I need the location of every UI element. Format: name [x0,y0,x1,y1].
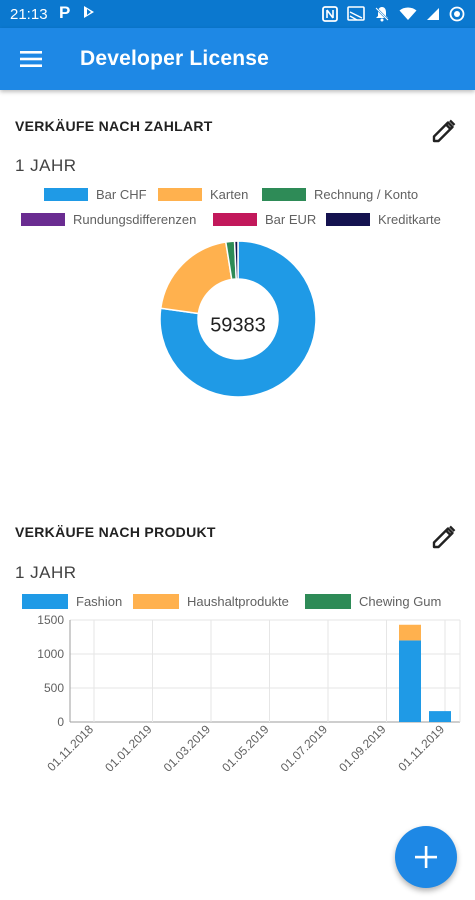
menu-button[interactable] [0,28,62,90]
legend-swatch [133,594,179,609]
sales-by-payment-card: VERKÄUFE NACH ZAHLART 1 JAHR Bar CHF Kar… [0,90,475,510]
x-tick-label: 01.01.2019 [102,722,155,775]
x-tick-label: 01.07.2019 [278,722,331,775]
legend-swatch [22,594,68,609]
y-tick-label: 1500 [37,613,64,627]
y-tick-label: 0 [57,715,64,729]
nfc-icon [322,6,338,22]
donut-center-total: 59383 [210,314,266,336]
legend-swatch [158,188,202,201]
legend-rechnung[interactable]: Rechnung / Konto [262,187,418,202]
donut-slice-kreditkarte[interactable] [233,240,239,280]
add-fab-button[interactable] [395,826,457,888]
legend-fashion[interactable]: Fashion [22,594,122,609]
legend-chewing-gum[interactable]: Chewing Gum [305,594,441,609]
x-tick-label: 01.05.2019 [219,722,272,775]
edit-pencil-icon [432,119,456,143]
signal-icon [426,7,440,21]
donut-slice-karten[interactable] [159,241,233,315]
parking-icon: P [58,3,72,24]
edit-pencil-icon [432,525,456,549]
status-time: 21:13 [10,5,48,23]
app-bar: Developer License [0,28,475,90]
donut-chart: 59383 [159,240,317,398]
legend-label: Fashion [76,594,123,609]
legend-swatch [326,213,370,226]
legend-rundungsdifferenzen[interactable]: Rundungsdifferenzen [21,212,196,227]
legend-swatch [262,188,306,201]
x-tick-label: 01.11.2019 [395,722,447,774]
y-tick-label: 500 [44,681,64,695]
legend-karten[interactable]: Karten [158,187,248,202]
app-icon [82,4,96,24]
x-tick-label: 01.03.2019 [161,722,214,775]
legend-label: Rechnung / Konto [314,187,419,202]
legend-label: Haushaltprodukte [187,594,289,609]
legend-label: Kreditkarte [378,212,441,227]
bar-fashion[interactable] [429,711,451,722]
sales-by-product-card: VERKÄUFE NACH PRODUKT 1 JAHR Fashion Hau… [0,510,475,900]
legend-bar-eur[interactable]: Bar EUR [213,212,316,227]
period-label: 1 JAHR [15,156,77,175]
x-tick-label: 01.09.2019 [336,722,389,775]
legend-label: Karten [210,187,249,202]
menu-icon [20,51,42,67]
legend-swatch [44,188,88,201]
cast-icon [347,6,365,22]
svg-text:P: P [59,4,70,20]
card-title: VERKÄUFE NACH ZAHLART [15,118,213,134]
legend-swatch [21,213,65,226]
legend-swatch [305,594,351,609]
bar-haushalt[interactable] [399,624,421,641]
app-title: Developer License [80,47,269,70]
y-tick-label: 1000 [37,647,64,661]
legend-haushaltprodukte[interactable]: Haushaltprodukte [133,594,289,609]
legend-label: Rundungsdifferenzen [73,212,197,227]
plus-icon [415,846,437,868]
bar-chart: 0 500 1000 1500 01.11.2018 01.01.2019 01.03.2… [37,613,461,775]
legend-kreditkarte[interactable]: Kreditkarte [326,212,441,227]
legend-swatch [213,213,257,226]
legend-label: Bar EUR [265,212,317,227]
wifi-icon [399,7,417,21]
legend-label: Bar CHF [96,187,147,202]
card-title: VERKÄUFE NACH PRODUKT [15,524,216,540]
status-bar: 21:13 P [0,0,475,28]
notifications-off-icon [374,6,390,22]
donut-slice-bar-chf[interactable] [159,240,317,398]
bar-fashion[interactable] [399,640,421,722]
edit-button[interactable] [429,116,459,146]
x-tick-label: 01.11.2018 [44,722,96,774]
legend-bar-chf[interactable]: Bar CHF [44,187,147,202]
legend-label: Chewing Gum [359,594,442,609]
period-label: 1 JAHR [15,563,77,582]
battery-icon [449,6,465,22]
edit-button[interactable] [429,522,459,552]
